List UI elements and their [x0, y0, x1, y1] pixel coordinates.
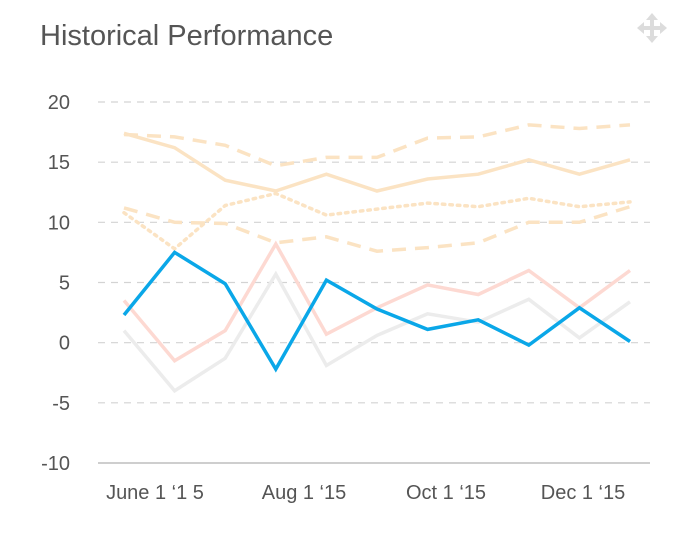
x-tick-label-1: Aug 1 ‘15 — [262, 482, 347, 504]
y-tick-label-0: 20 — [48, 92, 70, 114]
series-line-1 — [123, 131, 631, 193]
series-line-3 — [123, 205, 631, 253]
series-line-2 — [122, 191, 632, 252]
series-line-0 — [123, 123, 631, 168]
y-tick-label-1: 15 — [48, 152, 70, 174]
series-line-6 — [122, 250, 631, 373]
x-tick-label-0: June 1 ‘1 5 — [106, 482, 204, 504]
y-tick-label-2: 10 — [48, 212, 70, 234]
series-line-5 — [122, 270, 632, 394]
chart-title: Historical Performance — [40, 20, 334, 52]
y-tick-label-3: 5 — [59, 273, 70, 295]
y-tick-label-6: -10 — [41, 453, 70, 475]
x-tick-label-3: Dec 1 ‘15 — [541, 482, 626, 504]
y-tick-label-5: -5 — [52, 393, 70, 415]
x-tick-label-2: Oct 1 ‘15 — [406, 482, 486, 504]
y-tick-label-4: 0 — [59, 333, 70, 355]
move-arrows-icon[interactable] — [636, 12, 668, 44]
